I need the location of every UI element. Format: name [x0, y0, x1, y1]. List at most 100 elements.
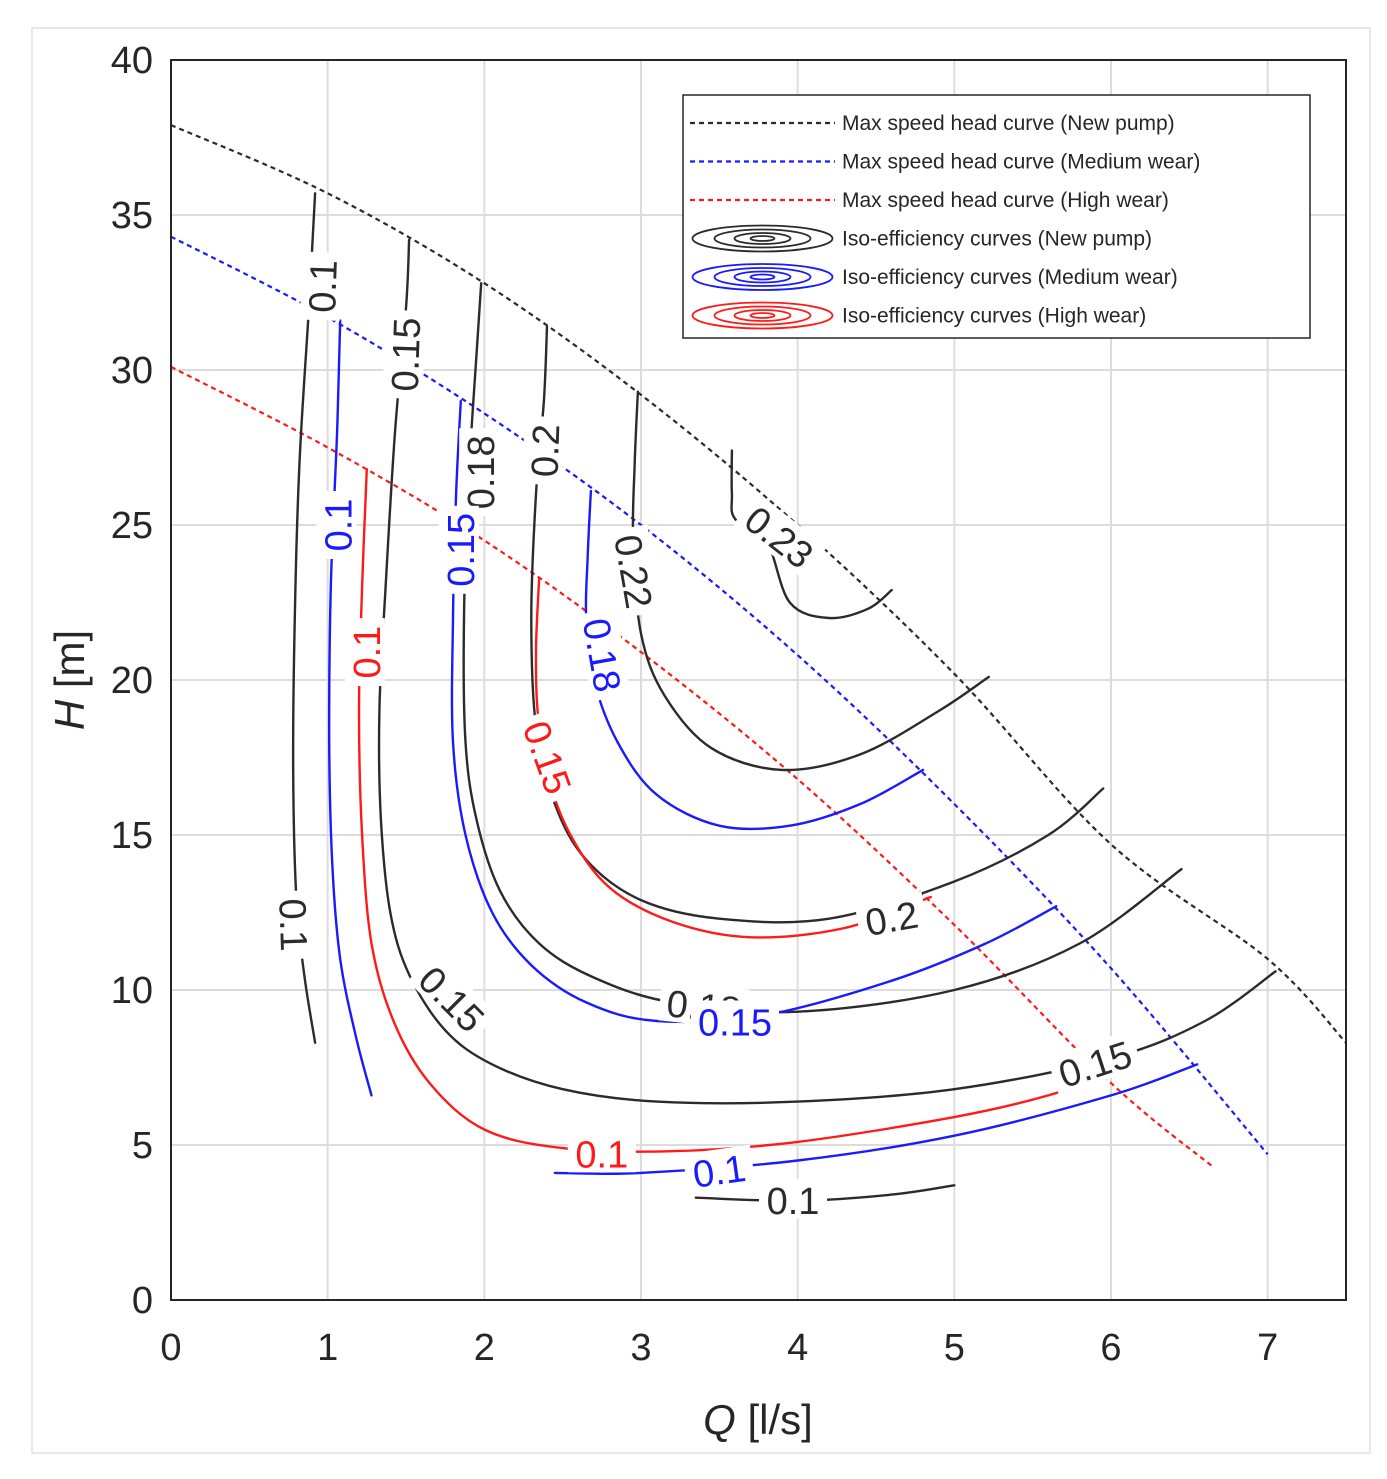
contour-label-text: 0.1 [302, 259, 346, 313]
iso-curve-medium [327, 319, 373, 1097]
contour-label-bg [1046, 1029, 1143, 1096]
contour-label: 0.15 [691, 1000, 779, 1045]
x-tick-label: 3 [630, 1327, 651, 1369]
legend-box [682, 94, 1311, 339]
legend-item: Max speed head curve (High wear) [690, 189, 1169, 212]
contour-label-bg [274, 890, 317, 960]
contour-label-bg [522, 415, 565, 486]
contour-label: 0.18 [459, 428, 503, 517]
contour-label: 0.1 [299, 251, 346, 321]
contour-label-bg [515, 708, 583, 806]
legend-swatch-ellipse [713, 305, 812, 326]
y-axis-label: H [m] [46, 630, 93, 730]
y-tick-label: 15 [111, 815, 153, 857]
legend-item: Max speed head curve (New pump) [690, 112, 1175, 135]
contour-label-bg [759, 1178, 827, 1219]
legend-swatch-ellipse [733, 232, 792, 245]
x-tick-label: 6 [1100, 1327, 1121, 1369]
y-tick-label: 0 [132, 1280, 153, 1322]
legend-swatch-ellipse [713, 228, 812, 249]
y-tick-label: 5 [132, 1125, 153, 1167]
contour-label-text: 0.15 [441, 513, 483, 587]
legend-item: Iso-efficiency curves (New pump) [691, 224, 1152, 253]
contour-label-bg [682, 1144, 756, 1194]
legend-item: Max speed head curve (Medium wear) [690, 151, 1200, 174]
contour-label: 0.1 [759, 1178, 827, 1223]
legend-swatch-ellipse [749, 312, 776, 319]
contour-label-bg [854, 891, 929, 943]
contour-label: 0.15 [382, 309, 429, 400]
x-tick-label: 2 [474, 1327, 495, 1369]
contour-label-bg [407, 952, 499, 1044]
legend-swatch-ellipse [749, 273, 776, 281]
contour-label-text: 0.1 [767, 1181, 820, 1223]
x-tick-label: 7 [1257, 1327, 1278, 1369]
contour-label-text: 0.2 [862, 894, 921, 945]
y-axis-ticks: 0 5 10 15 20 25 30 35 40 [111, 40, 153, 1322]
contour-label-bg [382, 309, 426, 400]
y-axis-symbol: H [46, 699, 93, 730]
head-curve-line [170, 365, 1214, 1168]
legend-item: Iso-efficiency curves (High wear) [691, 301, 1146, 330]
contour-label-text: 0.15 [698, 1003, 772, 1045]
contour-label-bg [567, 1132, 636, 1173]
legend-label: Iso-efficiency curves (High wear) [842, 305, 1146, 328]
x-tick-label: 1 [317, 1327, 338, 1369]
legend-label: Iso-efficiency curves (Medium wear) [842, 266, 1178, 289]
x-tick-label: 0 [160, 1327, 181, 1369]
y-tick-label: 40 [111, 40, 153, 82]
legend-swatch-ellipse [691, 301, 834, 330]
contour-label: 0.2 [522, 415, 568, 486]
x-axis-symbol: Q [703, 1396, 736, 1443]
iso-curve-new [631, 390, 990, 772]
legend-swatch-ellipse [733, 309, 792, 322]
legend-swatch-ellipse [691, 263, 834, 291]
contour-label-bg [459, 428, 500, 517]
contour-label: 0.15 [438, 505, 483, 594]
iso-curve-medium [553, 1063, 1199, 1176]
contour-label: 0.1 [270, 890, 317, 960]
y-tick-label: 35 [111, 195, 153, 237]
legend-label: Max speed head curve (High wear) [842, 189, 1169, 212]
contour-label-bg [576, 608, 632, 702]
x-axis-ticks: 0 1 2 3 4 5 6 7 [160, 1327, 1278, 1369]
contour-label-text: 0.1 [690, 1148, 748, 1197]
x-tick-label: 4 [787, 1327, 808, 1369]
contour-label: 0.1 [316, 491, 361, 559]
legend-item: Iso-efficiency curves (Medium wear) [691, 263, 1178, 291]
contour-label-bg [344, 618, 385, 687]
contour-label-bg [691, 1000, 779, 1041]
legend: Max speed head curve (New pump) Max speed… [682, 94, 1311, 339]
y-tick-label: 20 [111, 660, 153, 702]
y-axis-unit: [m] [46, 630, 93, 700]
legend-label: Max speed head curve (New pump) [842, 112, 1175, 135]
contour-label-bg [299, 251, 343, 321]
legend-swatch-ellipse [733, 270, 792, 284]
iso-curve-high [357, 468, 1120, 1153]
iso-efficiency-curves [291, 192, 1277, 1203]
contour-label: 0.1 [344, 618, 389, 687]
y-tick-label: 25 [111, 505, 153, 547]
image-border [31, 27, 1371, 1454]
y-tick-label: 30 [111, 350, 153, 392]
contour-label-text: 0.1 [575, 1134, 628, 1176]
head-curve-line [170, 235, 1269, 1156]
y-tick-label: 10 [111, 970, 153, 1012]
contour-label-text: 0.18 [461, 435, 503, 509]
contour-label-text: 0.2 [524, 424, 568, 478]
legend-label: Iso-efficiency curves (New pump) [842, 228, 1152, 251]
legend-swatch-ellipse [749, 235, 776, 242]
iso-curve-high [534, 576, 932, 939]
contour-label-bg [607, 524, 663, 618]
contour-label-bg [316, 491, 357, 559]
contour-label-text: 0.1 [270, 898, 314, 952]
x-axis-unit: [l/s] [736, 1396, 813, 1443]
x-axis-label: Q [l/s] [703, 1396, 813, 1443]
iso-curve-medium [584, 489, 925, 831]
iso-curve-new [377, 238, 1277, 1105]
contour-label: 0.1 [567, 1132, 636, 1176]
legend-swatch-ellipse [713, 267, 812, 287]
legend-label: Max speed head curve (Medium wear) [842, 151, 1200, 174]
plot-area [170, 59, 1347, 1301]
iso-curve-medium [450, 399, 1058, 1024]
